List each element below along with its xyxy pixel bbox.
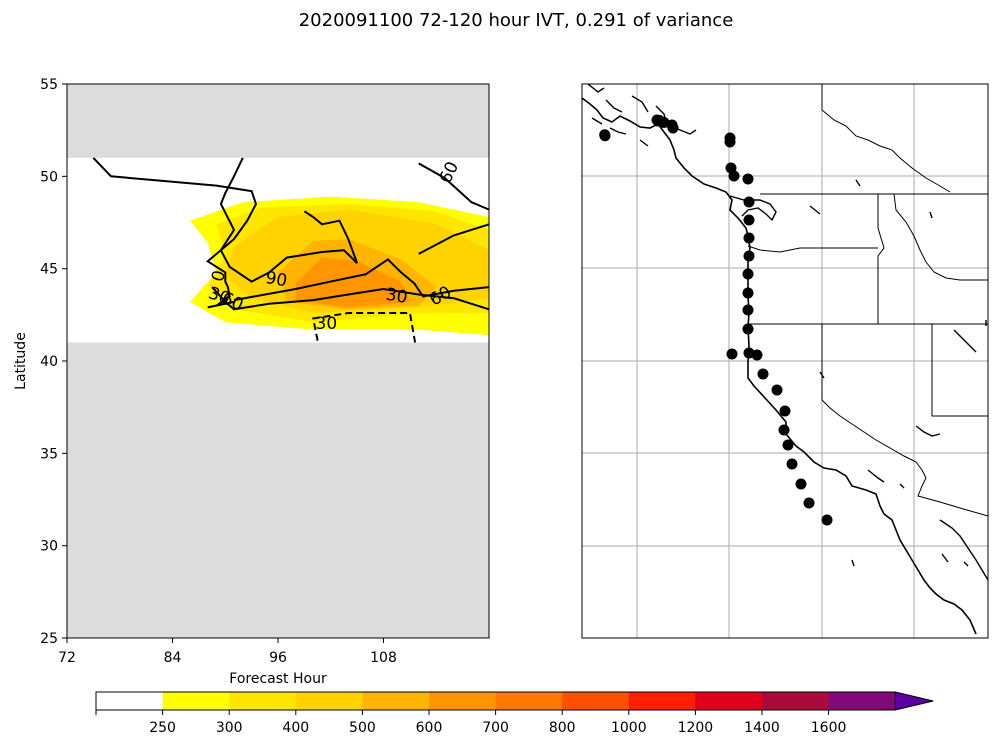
station-marker bbox=[803, 497, 815, 509]
station-marker bbox=[599, 129, 611, 141]
figure-title: 2020091100 72-120 hour IVT, 0.291 of var… bbox=[299, 10, 734, 31]
x-tick-label: 108 bbox=[370, 650, 397, 666]
station-marker bbox=[821, 514, 833, 526]
colorbar-segment bbox=[695, 692, 763, 710]
station-marker bbox=[743, 250, 755, 262]
colorbar-segment bbox=[229, 692, 297, 710]
contour-line-90 bbox=[219, 157, 359, 283]
station-marker bbox=[743, 232, 755, 244]
station-marker bbox=[751, 349, 763, 361]
colorbar-segment bbox=[295, 692, 363, 710]
colorbar-segment bbox=[628, 692, 696, 710]
station-marker bbox=[795, 478, 807, 490]
station-marker bbox=[757, 368, 769, 380]
colorbar-tick-label: 1400 bbox=[744, 720, 780, 736]
station-marker bbox=[743, 214, 755, 226]
colorbar-tick-label: 700 bbox=[482, 720, 509, 736]
colorbar-tick-label: 1000 bbox=[611, 720, 647, 736]
colorbar-tick-label: 250 bbox=[149, 720, 176, 736]
colorbar-segment bbox=[162, 692, 230, 710]
contour-line-30 bbox=[233, 258, 489, 302]
station-marker bbox=[742, 173, 754, 185]
station-map bbox=[581, 83, 989, 639]
station-markers bbox=[599, 114, 833, 526]
y-tick-label: 35 bbox=[40, 446, 58, 462]
map-frame bbox=[581, 83, 989, 639]
state-borders bbox=[747, 84, 988, 517]
contour-label: 30 bbox=[316, 314, 338, 334]
y-tick-label: 25 bbox=[40, 631, 58, 647]
colorbar-tick-label: 800 bbox=[549, 720, 576, 736]
contour-label: 0 bbox=[208, 268, 230, 284]
contour-label: 90 bbox=[264, 268, 289, 291]
colorbar: 250 300 400 500 600 700 800 1000 1200 1400 1600 bbox=[95, 691, 934, 736]
y-axis-label: Latitude bbox=[13, 332, 29, 390]
colorbar-segment bbox=[562, 692, 630, 710]
y-tick-label: 55 bbox=[40, 77, 58, 93]
colorbar-segment bbox=[828, 692, 896, 710]
filled-level-600 bbox=[295, 257, 410, 308]
station-marker bbox=[742, 287, 754, 299]
x-tick-label: 72 bbox=[58, 650, 76, 666]
colorbar-tick-label: 1200 bbox=[678, 720, 714, 736]
colorbar-segment bbox=[96, 692, 164, 710]
station-marker bbox=[786, 458, 798, 470]
colorbar-segment bbox=[495, 692, 563, 710]
contour-line-30 bbox=[312, 312, 417, 343]
station-marker bbox=[667, 122, 679, 134]
station-marker bbox=[778, 424, 790, 436]
colorbar-tick-label: 400 bbox=[282, 720, 309, 736]
y-tick-label: 30 bbox=[40, 539, 58, 555]
station-marker bbox=[779, 405, 791, 417]
colorbar-tick-label: 300 bbox=[216, 720, 243, 736]
station-marker bbox=[742, 323, 754, 335]
station-marker bbox=[771, 384, 783, 396]
colorbar-segment bbox=[429, 692, 497, 710]
contour-line-60 bbox=[418, 162, 489, 211]
colorbar-segment bbox=[362, 692, 430, 710]
contour-line-0 bbox=[418, 223, 489, 255]
colorbar-tick-label: 600 bbox=[416, 720, 443, 736]
station-marker bbox=[743, 196, 755, 208]
contour-label: 30 bbox=[384, 285, 409, 308]
colorbar-extend-arrow bbox=[894, 691, 934, 711]
coastline bbox=[582, 97, 977, 635]
x-axis-label: Forecast Hour bbox=[229, 671, 327, 687]
station-marker bbox=[782, 439, 794, 451]
x-tick-label: 96 bbox=[269, 650, 287, 666]
colorbar-segment bbox=[762, 692, 830, 710]
station-marker bbox=[728, 170, 740, 182]
station-marker bbox=[742, 268, 754, 280]
colorbar-tick-label: 1600 bbox=[811, 720, 847, 736]
contour-line-60 bbox=[211, 286, 489, 311]
station-marker bbox=[724, 136, 736, 148]
colorbar-tick-label: 500 bbox=[349, 720, 376, 736]
station-marker bbox=[726, 348, 738, 360]
y-tick-label: 50 bbox=[40, 169, 58, 185]
x-tick-label: 84 bbox=[164, 650, 182, 666]
station-marker bbox=[742, 304, 754, 316]
contour-axes: 72 84 96 108 25 30 35 40 45 50 55 bbox=[40, 77, 397, 666]
contour-line-0 bbox=[92, 157, 258, 309]
y-tick-label: 45 bbox=[40, 262, 58, 278]
y-tick-label: 40 bbox=[40, 354, 58, 370]
